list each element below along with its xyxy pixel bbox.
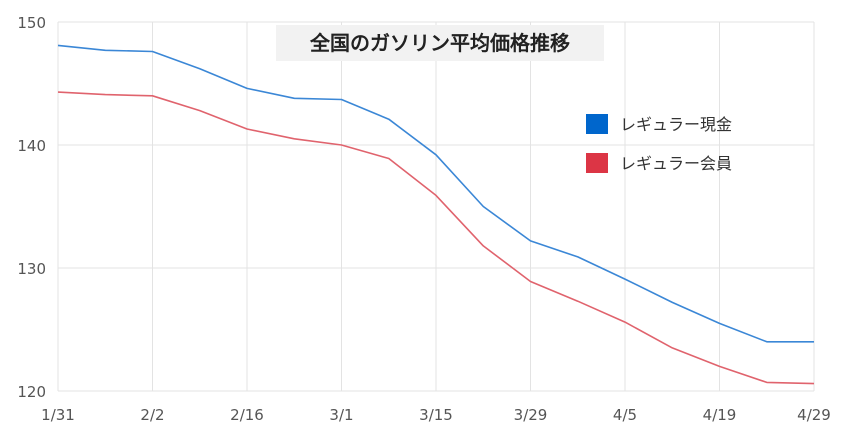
axis-layer: 120 130 140 150 1/31 2/2 2/16 3/1 3/15 3/29 4/5 4/1…: [17, 14, 830, 424]
x-tick-label: 3/1: [329, 406, 353, 424]
x-tick-label: 1/31: [41, 406, 75, 424]
series-line-2: [57, 91, 815, 385]
legend-label: レギュラー会員: [620, 154, 732, 173]
x-tick-label: 3/29: [514, 406, 548, 424]
y-tick-label: 130: [17, 260, 46, 278]
x-tick-label: 4/5: [613, 406, 637, 424]
chart-title-group: 全国のガソリン平均価格推移: [276, 25, 604, 61]
y-tick-label: 150: [17, 14, 46, 32]
x-tick-label: 3/15: [419, 406, 453, 424]
chart-title-background: [276, 25, 604, 61]
y-tick-label: 120: [17, 383, 46, 401]
legend-swatch: [586, 153, 608, 173]
legend-swatch: [586, 114, 608, 134]
grid-layer: [57, 21, 815, 392]
series-line-1: [57, 44, 814, 343]
x-tick-label: 4/29: [797, 406, 831, 424]
x-tick-label: 2/2: [140, 406, 164, 424]
x-tick-label: 2/16: [230, 406, 264, 424]
y-tick-label: 140: [17, 137, 46, 155]
x-tick-label: 4/19: [703, 406, 737, 424]
chart-title: 全国のガソリン平均価格推移: [309, 31, 570, 55]
legend-label: レギュラー現金: [620, 115, 732, 134]
series-layer: [57, 44, 815, 385]
